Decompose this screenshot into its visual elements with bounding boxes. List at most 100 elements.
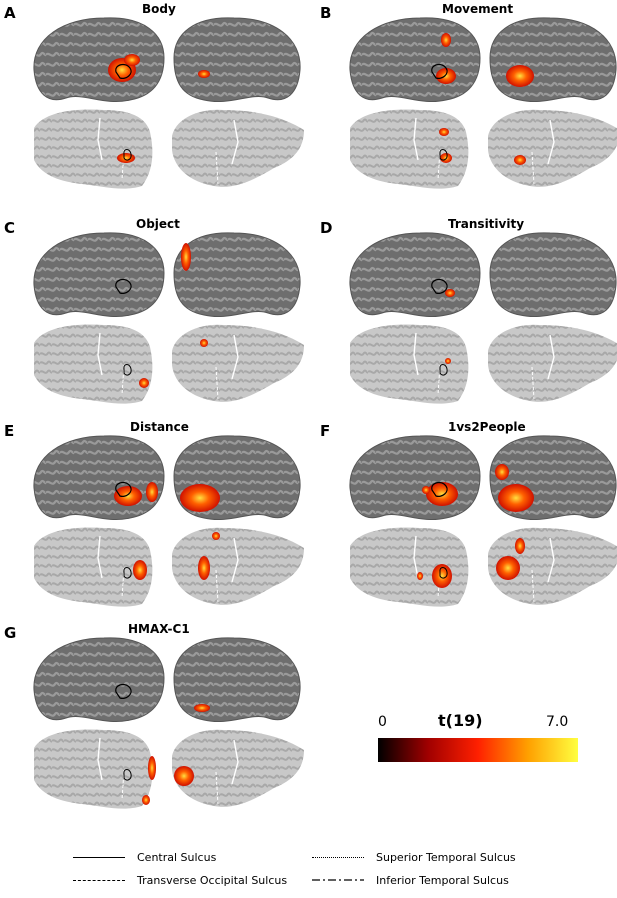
colorbar (378, 738, 578, 762)
left-flatmap (34, 109, 153, 189)
central-sulcus-line (231, 739, 239, 785)
roi-outline (431, 63, 448, 79)
activation-blob (198, 556, 210, 580)
central-sulcus-line (413, 535, 419, 579)
roi-outline (431, 481, 448, 497)
sulcus-line (531, 366, 535, 400)
activation-blob (174, 766, 194, 786)
panel-object: C Object (4, 215, 304, 415)
legend-line-dashed (73, 880, 125, 881)
sulcus-line (531, 151, 535, 185)
panel-title: HMAX-C1 (128, 622, 190, 636)
activation-blob (445, 358, 451, 364)
panel-letter: D (320, 219, 333, 237)
panel-title: Transitivity (448, 217, 525, 231)
roi-outline (123, 567, 132, 579)
activation-blob (496, 556, 520, 580)
panel-hmax-c1: G HMAX-C1 (4, 620, 304, 820)
activation-blob (426, 482, 458, 506)
panel-letter: C (4, 219, 16, 237)
brain-views (349, 232, 617, 404)
activation-blob (200, 339, 208, 347)
activation-blob (117, 153, 135, 163)
brain-views (33, 637, 304, 809)
panel-1vs2people: F 1vs2People (320, 418, 617, 618)
activation-blob (124, 54, 140, 66)
left-hemisphere (33, 637, 165, 722)
sulcus-line (215, 366, 219, 400)
panel-letter: B (320, 4, 332, 22)
activation-blob (432, 564, 452, 588)
left-hemisphere (349, 435, 481, 520)
activation-blob (198, 70, 210, 78)
roi-outline (439, 149, 448, 161)
roi-outline (123, 364, 132, 376)
activation-blob (139, 378, 149, 388)
activation-blob (422, 486, 430, 494)
legend-label: Inferior Temporal Sulcus (376, 874, 509, 887)
roi-outline (439, 364, 448, 376)
legend-label: Central Sulcus (137, 851, 217, 864)
activation-blob (514, 155, 526, 165)
left-flatmap (350, 324, 469, 404)
right-flatmap (172, 729, 304, 807)
central-sulcus-line (97, 737, 103, 781)
right-hemisphere (173, 17, 301, 102)
activation-blob (441, 33, 451, 47)
panel-letter: F (320, 422, 331, 440)
activation-blob (148, 756, 156, 780)
left-hemisphere (349, 17, 481, 102)
brain-views (33, 435, 304, 607)
activation-blob (498, 484, 534, 512)
activation-blob (114, 486, 142, 506)
roi-outline (115, 63, 132, 79)
colorbar-max-label: 7.0 (546, 714, 569, 730)
panel-transitivity: D Transitivity (320, 215, 617, 415)
brain-views (33, 17, 304, 189)
central-sulcus-line (547, 119, 555, 165)
left-hemisphere (349, 232, 481, 317)
sulcus-line (215, 151, 219, 185)
central-sulcus-line (231, 334, 239, 380)
roi-outline (123, 149, 132, 161)
left-hemisphere (33, 17, 165, 102)
activation-blob (439, 128, 449, 136)
panel-title: Distance (130, 420, 189, 434)
roi-outline (115, 683, 132, 699)
activation-blob (515, 538, 525, 554)
central-sulcus-line (97, 117, 103, 161)
activation-blob (495, 464, 509, 480)
brain-views (349, 435, 617, 607)
panel-title: Object (136, 217, 180, 231)
left-flatmap (350, 527, 469, 607)
activation-blob (445, 289, 455, 297)
activation-blob (133, 560, 147, 580)
colorbar-min-label: 0 (378, 714, 387, 730)
legend-label: Transverse Occipital Sulcus (137, 874, 288, 887)
roi-outline (123, 769, 132, 781)
central-sulcus-line (547, 537, 555, 583)
activation-blob (417, 572, 423, 580)
brain-surfaces (33, 17, 304, 189)
legend-line-solid (73, 857, 125, 858)
sulcus-line (531, 569, 535, 603)
roi-outline (115, 278, 132, 294)
right-hemisphere (489, 17, 617, 102)
right-hemisphere (173, 637, 301, 722)
activation-blob (506, 65, 534, 87)
brain-views (349, 17, 617, 189)
panel-movement: B Movement (320, 0, 617, 200)
panel-letter: E (4, 422, 15, 440)
brain-surfaces (33, 435, 304, 607)
activation-blob (142, 795, 150, 805)
left-flatmap (34, 527, 153, 607)
activation-blob (181, 243, 191, 271)
brain-surfaces (349, 17, 617, 189)
panel-distance: E Distance (4, 418, 304, 618)
right-hemisphere (489, 232, 617, 317)
brain-surfaces (33, 232, 304, 404)
roi-outline (439, 567, 448, 579)
central-sulcus-line (413, 117, 419, 161)
left-flatmap (350, 109, 469, 189)
panel-title: Body (142, 2, 176, 16)
